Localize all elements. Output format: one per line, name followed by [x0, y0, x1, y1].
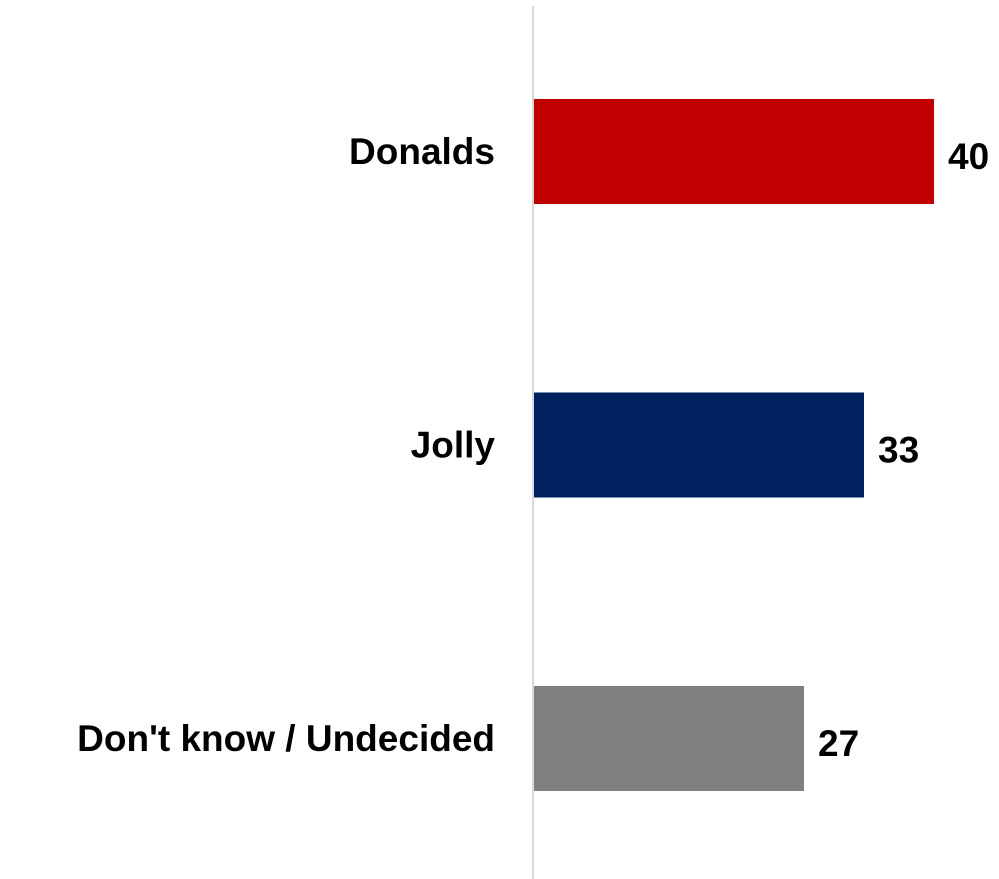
category-label-1: Jolly: [411, 425, 496, 466]
value-labels-group: 40 33 27: [818, 136, 989, 764]
value-label-2: 27: [818, 723, 859, 764]
value-label-1: 33: [878, 430, 919, 471]
bars-group: [534, 99, 934, 791]
bar-0: [534, 99, 934, 204]
bar-1: [534, 392, 864, 498]
category-label-2: Don't know / Undecided: [77, 718, 495, 759]
category-label-0: Donalds: [349, 131, 495, 172]
bar-2: [534, 686, 804, 791]
category-labels-group: Donalds Jolly Don't know / Undecided: [77, 131, 495, 759]
value-label-0: 40: [948, 136, 989, 177]
